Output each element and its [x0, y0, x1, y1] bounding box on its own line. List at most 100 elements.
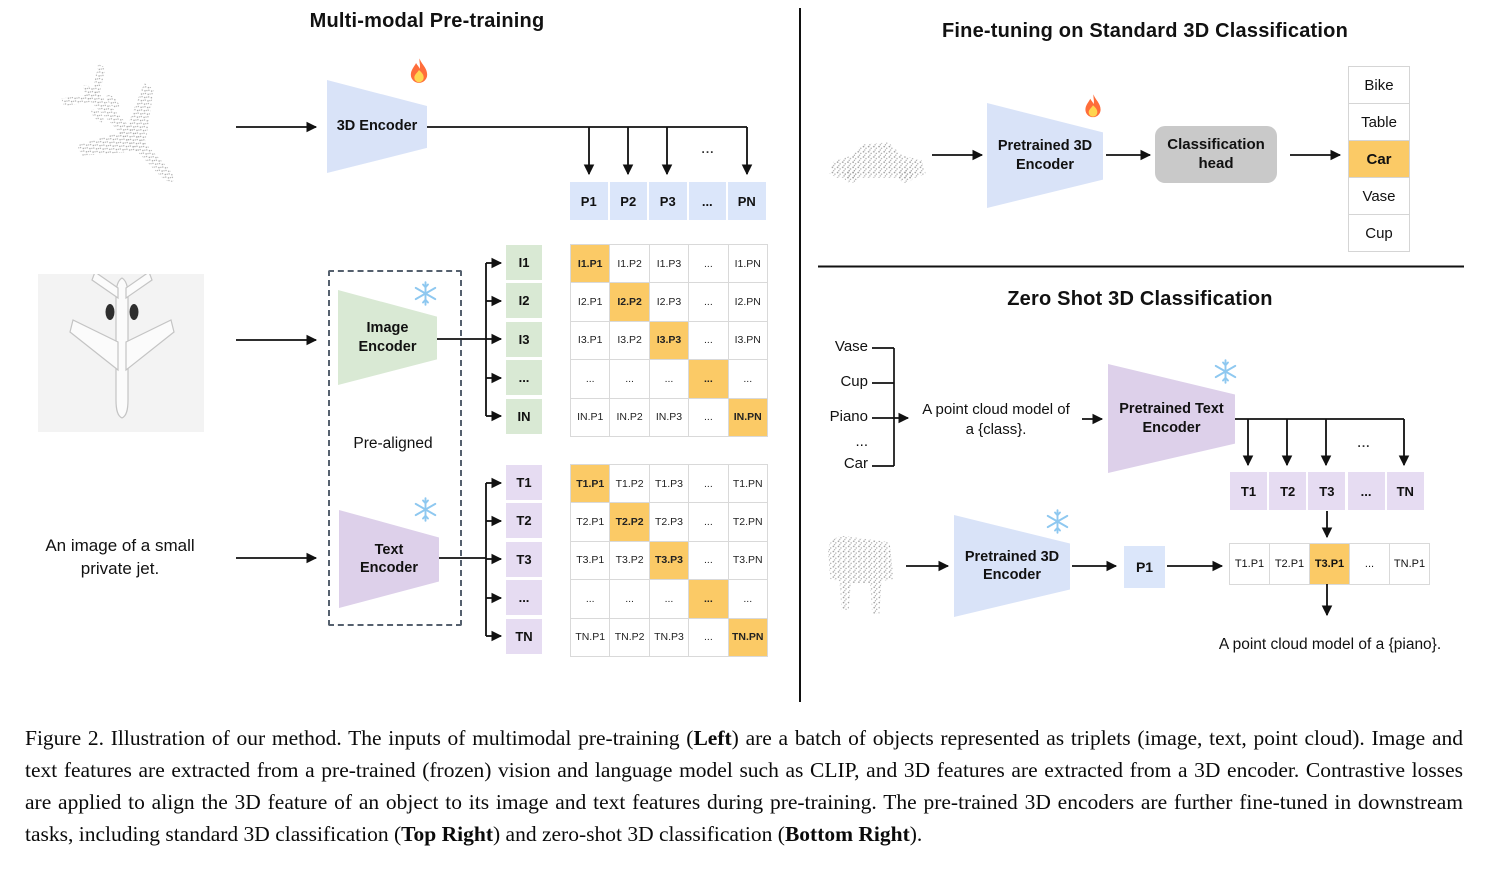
text-matrix-cell: ...: [569, 579, 611, 619]
t-feature-cell: T1: [1230, 472, 1267, 510]
flame-icon: [410, 58, 428, 83]
pretrained-3d-encoder-ft-label2: Encoder: [1015, 156, 1074, 173]
text-feature-column: T1 T2 T3... TN: [506, 465, 542, 657]
similarity-row: T1.P1 T2.P1 T3.P1... TN.P1: [1229, 543, 1430, 585]
ellipsis-p-arrows: ...: [701, 142, 715, 156]
p-feature-cell: P1: [570, 182, 608, 220]
image-feature-column: I1 I2 I3... IN: [506, 245, 542, 437]
text-matrix-cell: T1.P2: [609, 463, 650, 504]
caption-bold-segment: Bottom Right: [784, 822, 910, 846]
caption-segment: Figure 2. Illustration of our method. Th…: [25, 726, 694, 750]
text-feature-cell: ...: [506, 580, 542, 616]
snowflake-icon: [414, 281, 437, 306]
class-cell: Car: [1348, 140, 1410, 178]
finetune-title: Fine-tuning on Standard 3D Classificatio…: [941, 20, 1348, 42]
image-matrix-cell: I1.P2: [609, 243, 650, 284]
text-matrix-cell: ...: [648, 579, 690, 619]
similarity-cell: T3.P1: [1309, 543, 1350, 585]
text-matrix-cell: T2.PN: [727, 502, 768, 542]
image-matrix-cell: ...: [688, 320, 729, 361]
flame-icon: [1085, 94, 1101, 118]
image-matrix-diagonal-cell: I2.P2: [609, 282, 650, 322]
classification-head-label1: Classification: [1167, 135, 1265, 153]
text-matrix-cell: ...: [688, 463, 729, 504]
zeroshot-class-label: Vase: [834, 338, 868, 355]
encoder-3d: 3D Encoder: [327, 80, 427, 173]
text-matrix-cell: TN.P1: [569, 617, 611, 657]
piano-point-cloud: [828, 536, 894, 614]
snowflake-icon: [1214, 359, 1237, 384]
pretrained-3d-encoder-zs-label1: Pretrained 3D: [964, 548, 1060, 565]
pretrained-text-encoder-label1: Pretrained Text: [1119, 401, 1224, 418]
image-matrix-diagonal-cell: I1.P1: [569, 243, 611, 284]
input-text: An image of a small private jet.: [15, 535, 225, 581]
snowflake-icon: [1046, 509, 1069, 534]
classification-head-label2: head: [1198, 154, 1234, 172]
ellipsis-t-arrows: ...: [1357, 436, 1371, 450]
image-matrix-cell: ...: [609, 359, 650, 399]
text-matrix-cell: T1.PN: [727, 463, 768, 504]
image-matrix-cell: I2.P3: [648, 282, 690, 322]
class-cell: Cup: [1348, 214, 1410, 252]
zeroshot-title: Zero Shot 3D Classification: [1007, 288, 1273, 310]
image-matrix-cell: ...: [688, 243, 729, 284]
text-feature-cell: T2: [506, 503, 542, 539]
zeroshot-class-label: Car: [843, 455, 868, 472]
image-matrix-cell: IN.P3: [648, 397, 690, 437]
image-matrix-diagonal-cell: ...: [688, 359, 729, 399]
similarity-cell: T1.P1: [1229, 543, 1270, 585]
image-feature-cell: I2: [506, 283, 542, 319]
text-matrix-diagonal-cell: T3.P3: [648, 540, 690, 581]
p-feature-cell: P2: [609, 182, 647, 220]
text-matrix-diagonal-cell: TN.PN: [727, 617, 768, 657]
image-matrix-cell: I2.P1: [569, 282, 611, 322]
t-feature-cell: ...: [1347, 472, 1385, 510]
classification-head: Classification head: [1155, 126, 1277, 183]
text-matrix-cell: TN.P2: [609, 617, 650, 657]
text-matrix-diagonal-cell: ...: [688, 579, 729, 619]
image-matrix-cell: IN.P1: [569, 397, 611, 437]
p-feature-row: P1 P2 P3... PN: [570, 182, 768, 220]
zeroshot-class-label: Piano: [829, 408, 868, 425]
pretrained-3d-encoder-zs-label2: Encoder: [982, 567, 1041, 583]
caption-bold-segment: Top Right: [401, 822, 493, 846]
zeroshot-class-label: Cup: [840, 373, 868, 390]
text-matrix-cell: ...: [688, 502, 729, 542]
text-matrix-cell: ...: [609, 579, 650, 619]
text-encoder-label1: Text: [374, 541, 404, 558]
image-point-similarity-matrix: I1.P1 I1.P2 I1.P3... I1.PN I2.P1 I2.P2 I2.P3..…: [569, 243, 768, 437]
similarity-cell: T2.P1: [1269, 543, 1310, 585]
p1-feature-box: P1: [1124, 546, 1165, 588]
image-matrix-diagonal-cell: I3.P3: [648, 320, 690, 361]
prompt-text: A point cloud model of a {class}.: [912, 400, 1080, 439]
image-matrix-diagonal-cell: IN.PN: [727, 397, 768, 437]
text-matrix-cell: ...: [688, 540, 729, 581]
caption-segment: ).: [909, 822, 923, 846]
caption-bold-segment: Left: [693, 726, 732, 750]
pretrained-3d-encoder-ft-label1: Pretrained 3D: [997, 138, 1093, 155]
image-matrix-cell: I2.PN: [727, 282, 768, 322]
image-feature-cell: I1: [506, 245, 542, 280]
p-feature-cell: PN: [728, 182, 766, 220]
class-prediction-list: Bike Table Car Vase Cup: [1348, 66, 1410, 252]
text-matrix-cell: T2.P3: [648, 502, 690, 542]
image-matrix-cell: ...: [648, 359, 690, 399]
image-encoder-label2: Encoder: [358, 338, 417, 355]
text-feature-cell: T3: [506, 541, 542, 577]
image-matrix-cell: I3.PN: [727, 320, 768, 361]
text-matrix-cell: T1.P3: [648, 463, 690, 504]
text-matrix-cell: ...: [727, 579, 768, 619]
image-matrix-cell: I3.P2: [609, 320, 650, 361]
p-feature-cell: ...: [688, 182, 726, 220]
zeroshot-result: A point cloud model of a {piano}.: [1218, 636, 1442, 653]
snowflake-icon: [414, 497, 437, 522]
text-matrix-cell: T3.PN: [727, 540, 768, 581]
pretraining-title: Multi-modal Pre-training: [309, 10, 545, 32]
class-cell: Table: [1348, 103, 1410, 141]
similarity-cell: TN.P1: [1389, 543, 1430, 585]
car-point-cloud: [829, 142, 926, 183]
text-matrix-cell: T3.P2: [609, 540, 650, 581]
text-point-similarity-matrix: T1.P1 T1.P2 T1.P3... T1.PN T2.P1 T2.P2 T2.P3..…: [569, 463, 768, 657]
text-encoder-label2: Encoder: [359, 560, 418, 576]
